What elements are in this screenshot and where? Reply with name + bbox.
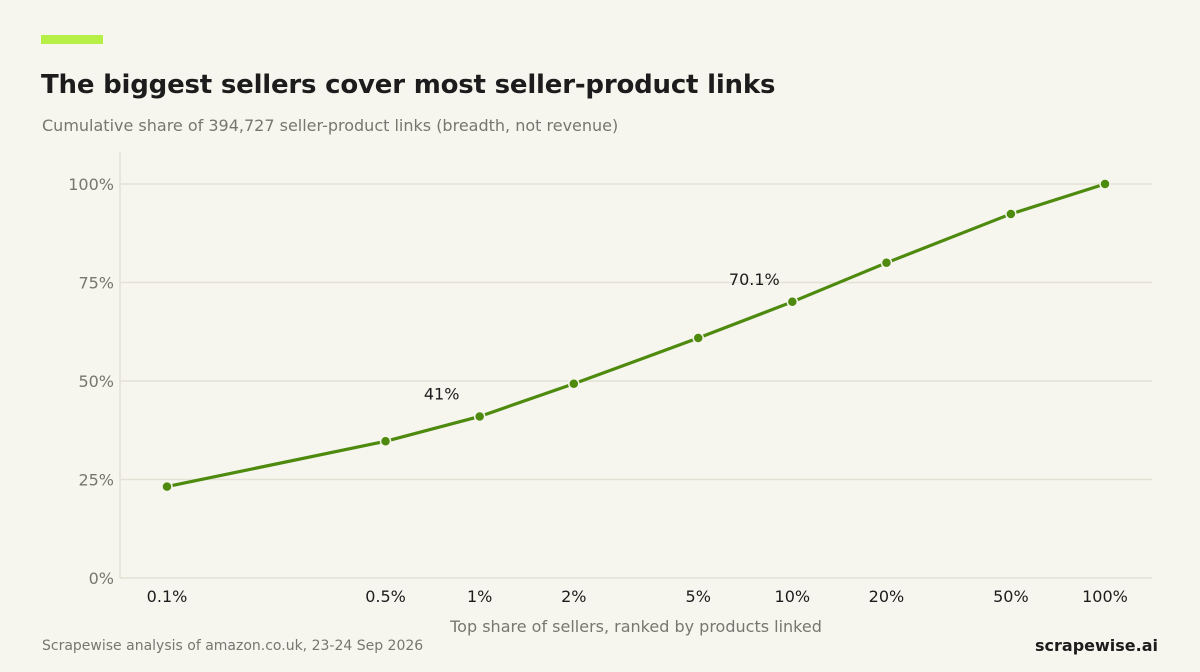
x-tick-label: 5% [686, 587, 711, 606]
chart-title: The biggest sellers cover most seller-pr… [41, 70, 776, 100]
data-point [473, 410, 486, 423]
x-tick-label: 20% [869, 587, 905, 606]
x-tick-label: 1% [467, 587, 492, 606]
data-point [379, 435, 392, 448]
footer-source: Scrapewise analysis of amazon.co.uk, 23-… [42, 638, 424, 654]
grid-lines [120, 183, 1152, 481]
data-point [692, 332, 704, 344]
y-tick-label: 0% [89, 569, 114, 588]
data-label: 41% [424, 384, 460, 403]
x-tick-label: 0.1% [147, 587, 188, 606]
data-label: 70.1% [729, 270, 780, 289]
footer-brand: scrapewise.ai [1035, 636, 1158, 655]
y-tick-label: 100% [68, 175, 114, 194]
data-point [880, 257, 893, 269]
data-labels: 41% 70.1% [424, 270, 780, 404]
data-point [161, 480, 173, 493]
data-point [786, 296, 799, 308]
accent-bar [41, 35, 103, 44]
series-line [165, 182, 1107, 489]
data-point [568, 378, 580, 390]
x-tick-label: 10% [775, 587, 811, 606]
series-layer [161, 178, 1111, 493]
y-tick-label: 50% [78, 372, 114, 391]
x-tick-label: 2% [561, 587, 586, 606]
x-tick-label: 0.5% [365, 587, 406, 606]
x-tick-labels: 0.1% 0.5% 1% 2% 5% 10% 20% 50% 100% [147, 587, 1128, 606]
y-tick-label: 25% [78, 471, 114, 490]
y-tick-label: 75% [78, 274, 114, 293]
x-axis-title: Top share of sellers, ranked by products… [449, 617, 822, 636]
chart-subtitle: Cumulative share of 394,727 seller-produ… [42, 116, 619, 135]
x-tick-label: 50% [993, 587, 1029, 606]
data-point [1099, 178, 1111, 190]
x-tick-label: 100% [1082, 587, 1128, 606]
y-tick-labels: 0% 25% 50% 75% 100% [68, 175, 114, 588]
data-point [1005, 208, 1017, 220]
